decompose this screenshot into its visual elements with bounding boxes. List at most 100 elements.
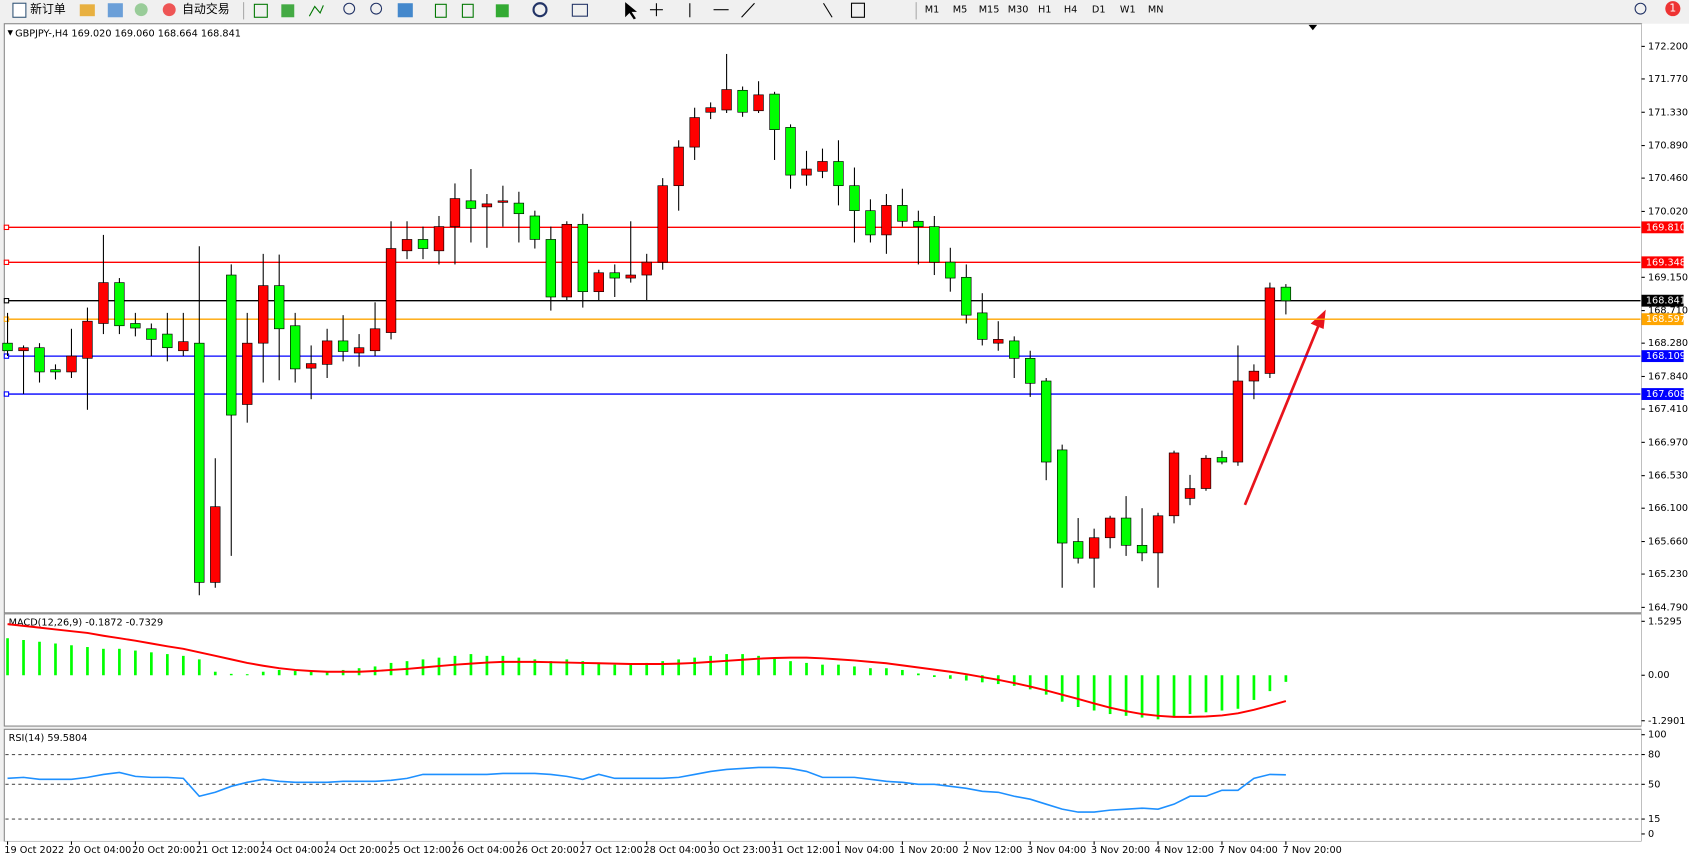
level-label-bg (1641, 256, 1684, 269)
x-tick-label: 3 Nov 20:00 (1091, 845, 1150, 856)
tool-icon[interactable] (134, 3, 148, 17)
timeframe-button[interactable]: H4 (1064, 5, 1077, 16)
x-tick-label: 31 Oct 12:00 (771, 845, 834, 856)
level-label: 169.348 (1646, 257, 1686, 268)
x-tick-label: 19 Oct 2022 (4, 845, 64, 856)
y-tick-label: 170.020 (1648, 206, 1688, 217)
level-label-bg (1641, 350, 1684, 363)
macd-signal (7, 623, 1287, 718)
signal-value: -0.7329 (126, 617, 163, 628)
timeframe-button[interactable]: M1 (925, 5, 940, 16)
tool-icon[interactable] (107, 3, 123, 18)
candle-body (481, 203, 493, 208)
tool-icon[interactable] (79, 4, 95, 17)
level-marker (3, 259, 10, 266)
candle-body (385, 248, 397, 333)
candle-icon[interactable] (281, 4, 295, 18)
candle-body (210, 506, 221, 583)
tile-icon[interactable] (397, 3, 413, 18)
candle-body (1136, 544, 1148, 554)
x-tick-label: 2 Nov 12:00 (963, 845, 1022, 856)
y-tick-label: 170.890 (1648, 141, 1688, 152)
candle-body (66, 355, 77, 373)
text-icon[interactable] (823, 2, 833, 18)
candle-body (625, 274, 636, 279)
line-icon[interactable] (308, 5, 324, 17)
candle-body (657, 185, 668, 263)
x-tick-label: 20 Oct 20:00 (132, 845, 195, 856)
candle-body (1152, 515, 1164, 554)
x-tick-label: 30 Oct 23:00 (707, 845, 770, 856)
level-marker (3, 316, 10, 322)
shift-marker (1308, 24, 1318, 31)
candle-body (673, 146, 684, 187)
label-icon[interactable] (850, 2, 865, 18)
notification-badge[interactable] (1665, 1, 1681, 17)
candle-body (353, 347, 365, 354)
candle-body (1025, 357, 1036, 384)
y-tick-label: 171.330 (1648, 107, 1688, 118)
auto-trading-icon[interactable] (162, 3, 176, 17)
candle-body (98, 282, 109, 324)
candle-body (561, 223, 572, 298)
auto-trading-button[interactable]: 自动交易 (182, 2, 229, 16)
ohlc-close: 168.841 (201, 28, 241, 39)
level-marker (3, 297, 10, 304)
macd-tick-label: 1.5295 (1648, 616, 1682, 627)
timeframe-button[interactable]: M15 (979, 5, 1000, 16)
x-tick-label: 25 Oct 12:00 (388, 845, 451, 856)
candle-body (178, 341, 189, 352)
candle-body (274, 285, 285, 330)
y-tick-label: 169.150 (1648, 272, 1688, 283)
candle-body (769, 93, 780, 130)
rsi-header: RSI(14) 59.5804 (9, 733, 88, 744)
rsi-line (7, 766, 1286, 813)
candle-body (849, 185, 860, 212)
level-label: 168.597 (1646, 314, 1686, 325)
timeframe-button[interactable]: M5 (953, 5, 968, 16)
candle-body (146, 328, 157, 340)
x-tick-label: 3 Nov 04:00 (1027, 845, 1086, 856)
period-icon[interactable] (532, 2, 548, 18)
candle-body (1200, 457, 1212, 489)
timeframe-button[interactable]: M30 (1008, 5, 1029, 16)
candle-body (242, 342, 253, 405)
trendline-icon[interactable] (741, 2, 755, 18)
y-tick-label: 165.660 (1648, 537, 1688, 548)
template-icon[interactable] (571, 3, 588, 17)
candle-body (593, 272, 604, 293)
timeframe-button[interactable]: D1 (1092, 5, 1106, 16)
new-order-icon[interactable] (12, 2, 27, 18)
indicators-icon[interactable] (495, 4, 509, 18)
candle-body (529, 215, 541, 240)
tool-icon[interactable] (434, 3, 447, 18)
macd-label: MACD(12,26,9) (9, 617, 83, 628)
level-label-bg (1641, 313, 1684, 326)
x-tick-label: 28 Oct 04:00 (643, 845, 706, 856)
annotation-arrow (1243, 323, 1321, 506)
candle-body (1088, 537, 1100, 559)
timeframe-button[interactable]: MN (1148, 5, 1164, 16)
candle-body (289, 325, 301, 370)
bar-chart-icon[interactable] (253, 3, 268, 18)
candle-body (1041, 380, 1052, 463)
candle-body (961, 276, 972, 316)
timeframe-button[interactable]: W1 (1120, 5, 1136, 16)
rsi-value: 59.5804 (47, 733, 87, 744)
rsi-tick-label: 100 (1648, 730, 1666, 741)
candle-body (1280, 286, 1292, 302)
x-tick-label: 21 Oct 12:00 (196, 845, 259, 856)
candle-body (1056, 449, 1068, 544)
timeframe-button[interactable]: H1 (1038, 5, 1051, 16)
new-order-button[interactable]: 新订单 (30, 2, 66, 16)
cursor-icon[interactable] (625, 2, 638, 20)
zoom-out-icon[interactable] (370, 2, 383, 15)
ohlc-high: 169.060 (115, 28, 155, 39)
candle-body (433, 226, 445, 252)
macd-header: MACD(12,26,9) -0.1872 -0.7329 (9, 617, 164, 628)
search-icon[interactable] (1634, 2, 1647, 15)
candle-body (833, 161, 844, 187)
zoom-in-icon[interactable] (343, 2, 356, 15)
tool-icon[interactable] (461, 3, 474, 18)
